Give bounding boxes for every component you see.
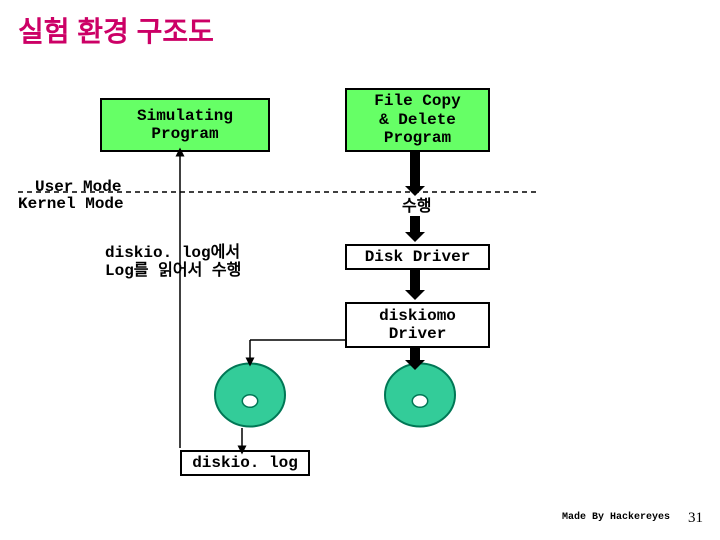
- box-simulating-program-label: SimulatingProgram: [137, 107, 233, 144]
- footer-credit: Made By Hackereyes: [562, 512, 670, 523]
- label-drive-c: Drive C: [218, 385, 281, 402]
- box-diskio-log-file: diskio. log: [180, 450, 310, 476]
- label-kernel-mode: Kernel Mode: [18, 195, 124, 213]
- box-diskiomo-driver: diskiomoDriver: [345, 302, 490, 348]
- arrow-fcd-to-suhaeng: [405, 152, 425, 196]
- title-text: 실험 환경 구조도: [18, 16, 214, 47]
- label-drive-e-text: Drive E: [388, 385, 451, 402]
- arrow-diskiomo-to-drivee: [405, 348, 425, 370]
- label-user-mode: User Mode: [35, 178, 121, 196]
- box-file-copy-delete-label: File Copy& DeleteProgram: [374, 92, 460, 147]
- label-user-mode-text: User Mode: [35, 178, 121, 196]
- footer-credit-text: Made By Hackereyes: [562, 512, 670, 523]
- label-suhaeng-text: 수행: [402, 198, 431, 216]
- arrow-suhaeng-to-diskdrv: [405, 216, 425, 242]
- box-diskiomo-driver-label: diskiomoDriver: [379, 307, 456, 344]
- label-suhaeng: 수행: [402, 198, 431, 216]
- page-number: 31: [688, 510, 703, 527]
- arrow-diskdrv-to-diskiomo: [405, 270, 425, 300]
- box-file-copy-delete: File Copy& DeleteProgram: [345, 88, 490, 152]
- box-diskio-log-file-label: diskio. log: [192, 454, 298, 472]
- box-simulating-program: SimulatingProgram: [100, 98, 270, 152]
- label-kernel-mode-text: Kernel Mode: [18, 195, 124, 213]
- label-drive-e: Drive E: [388, 385, 451, 402]
- page-title: 실험 환경 구조도: [18, 10, 214, 50]
- label-read-log-text: diskio. log에서Log를 읽어서 수행: [105, 244, 241, 280]
- box-disk-driver-label: Disk Driver: [365, 248, 471, 266]
- page-number-text: 31: [688, 510, 703, 526]
- label-drive-c-text: Drive C: [218, 385, 281, 402]
- label-read-log: diskio. log에서Log를 읽어서 수행: [105, 244, 241, 281]
- box-disk-driver: Disk Driver: [345, 244, 490, 270]
